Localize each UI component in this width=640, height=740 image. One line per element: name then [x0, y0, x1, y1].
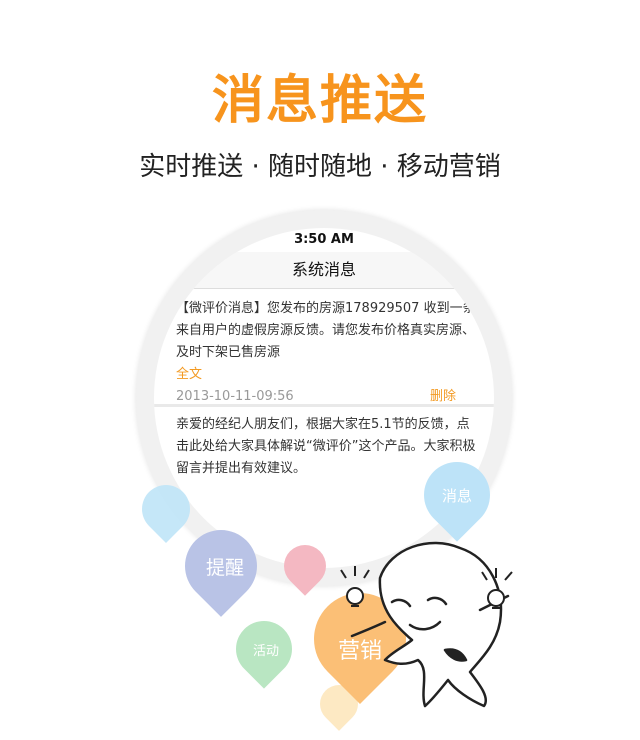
page-title: 消息推送	[211, 71, 428, 131]
remind-label: 提醒	[205, 557, 244, 579]
back-icon[interactable]	[198, 261, 213, 275]
full-text-link[interactable]: 全文	[176, 367, 203, 382]
activity-label: 活动	[252, 644, 279, 659]
message-text: 【微评价消息】您发布的房源178929507 收到一条来自用户的虚假房源反馈。请…	[176, 301, 476, 360]
nav-title: 系统消息	[291, 260, 356, 279]
status-time: 3:50 AM	[294, 232, 354, 247]
message-date: 2013-10-11-09:56	[176, 389, 294, 404]
message-text: 亲爱的经纪人朋友们，根据大家在5.1节的反馈，点击此处给大家具体解说“微评价”这…	[176, 417, 476, 476]
marketing-label: 营销	[337, 639, 382, 664]
message-item[interactable]: 亲爱的经纪人朋友们，根据大家在5.1节的反馈，点击此处给大家具体解说“微评价”这…	[176, 414, 476, 480]
delete-button[interactable]: 删除	[429, 389, 456, 404]
message-label: 消息	[441, 487, 472, 505]
nav-bar: 系统消息	[154, 252, 494, 289]
message-item[interactable]: 【微评价消息】您发布的房源178929507 收到一条来自用户的虚假房源反馈。请…	[176, 298, 476, 408]
lightbulb-icon	[340, 566, 370, 607]
page-subtitle: 实时推送 · 随时随地 · 移动营销	[139, 152, 501, 182]
message-divider	[154, 404, 494, 407]
mascot-icon	[350, 541, 510, 708]
lightbulb-icon	[481, 568, 513, 609]
